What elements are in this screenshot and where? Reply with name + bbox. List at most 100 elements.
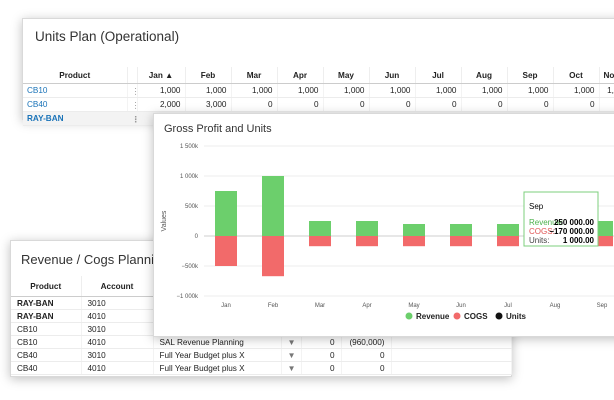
- cogs-bar: [450, 236, 472, 247]
- scenario-cell[interactable]: Full Year Budget plus X: [153, 348, 282, 362]
- units-cell[interactable]: 1,000: [507, 83, 554, 98]
- units-col-header[interactable]: Product: [23, 67, 128, 84]
- scenario-cell[interactable]: Full Year Budget plus X: [153, 361, 282, 375]
- units-col-header[interactable]: Oct: [553, 67, 600, 84]
- value-cell[interactable]: 0: [301, 335, 342, 349]
- empty-cell: [391, 361, 512, 375]
- units-cell[interactable]: 0: [323, 97, 370, 112]
- units-cell[interactable]: 0: [461, 97, 508, 112]
- table-row: CB40 4010 Full Year Budget plus X ▼ 0 0: [11, 361, 512, 375]
- units-cell[interactable]: 0: [507, 97, 554, 112]
- units-cell[interactable]: 1,000: [323, 83, 370, 98]
- revenue-cogs-title: Revenue / Cogs Planning: [21, 252, 169, 267]
- dropdown-arrow-icon[interactable]: ▼: [281, 335, 302, 349]
- x-tick-label: Jan: [221, 303, 231, 309]
- units-cell[interactable]: 1,000: [185, 83, 232, 98]
- cogs-bar: [262, 236, 284, 277]
- units-col-header[interactable]: Mar: [231, 67, 278, 84]
- units-cell[interactable]: 1,000: [231, 83, 278, 98]
- units-cell[interactable]: 1,000: [553, 83, 600, 98]
- tooltip-units-label: Units:: [529, 236, 549, 245]
- units-cell[interactable]: 0: [415, 97, 462, 112]
- units-cell[interactable]: 3,000: [185, 97, 232, 112]
- units-cell[interactable]: 1,000: [137, 83, 186, 98]
- legend-label: Revenue: [416, 312, 450, 321]
- units-col-header[interactable]: Feb: [185, 67, 232, 84]
- table-row: CB40 3010 Full Year Budget plus X ▼ 0 0: [11, 348, 512, 362]
- product-cell: CB40: [11, 361, 82, 375]
- dropdown-arrow-icon[interactable]: ▼: [281, 348, 302, 362]
- revenue-bar: [497, 224, 519, 236]
- units-col-header[interactable]: Sep: [507, 67, 554, 84]
- revenue-col-header[interactable]: Product: [11, 276, 82, 297]
- product-link[interactable]: RAY-BAN: [23, 111, 128, 126]
- units-col-header[interactable]: Jan ▲: [137, 67, 186, 84]
- revenue-bar: [215, 191, 237, 236]
- tooltip-title: Sep: [529, 202, 544, 211]
- gross-profit-chart: 1 500k 1 000k 500k 0 −500k −1 000k Values Jan Fe…: [161, 144, 614, 321]
- legend-label: COGS: [464, 312, 488, 321]
- row-menu-icon[interactable]: ⋮: [127, 97, 138, 112]
- units-cell[interactable]: 1,0: [599, 83, 614, 98]
- y-tick-label: 1 500k: [180, 144, 199, 150]
- empty-cell: [391, 348, 512, 362]
- units-col-header[interactable]: Jul: [415, 67, 462, 84]
- cogs-bar: [215, 236, 237, 266]
- revenue-col-header[interactable]: Account: [81, 276, 154, 297]
- cogs-bar: [497, 236, 519, 247]
- product-link[interactable]: CB40: [23, 97, 128, 112]
- x-tick-label: Apr: [362, 303, 371, 309]
- y-tick-label: −500k: [181, 264, 199, 270]
- units-cell[interactable]: 0: [231, 97, 278, 112]
- account-cell: 3010: [81, 322, 154, 336]
- y-axis-title: Values: [161, 210, 168, 231]
- legend-marker: [405, 312, 413, 320]
- units-cell[interactable]: 1,000: [369, 83, 416, 98]
- units-plan-title: Units Plan (Operational): [35, 29, 180, 44]
- scenario-cell[interactable]: SAL Revenue Planning: [153, 335, 282, 349]
- units-col-header[interactable]: Apr: [277, 67, 324, 84]
- value-cell[interactable]: 0: [301, 348, 342, 362]
- value-cell[interactable]: (960,000): [341, 335, 392, 349]
- units-col-header[interactable]: [127, 67, 138, 84]
- row-menu-icon[interactable]: ⋮: [127, 83, 138, 98]
- empty-cell: [391, 335, 512, 349]
- y-tick-label: 1 000k: [180, 174, 199, 180]
- units-col-header[interactable]: Nov: [599, 67, 614, 84]
- y-tick-label: 0: [195, 234, 199, 240]
- units-col-header[interactable]: Jun: [369, 67, 416, 84]
- x-tick-label: Jul: [504, 303, 512, 309]
- units-col-header[interactable]: May: [323, 67, 370, 84]
- units-cell[interactable]: 1,000: [277, 83, 324, 98]
- legend-label: Units: [506, 312, 527, 321]
- product-link[interactable]: CB10: [23, 83, 128, 98]
- revenue-bar: [309, 221, 331, 236]
- units-cell[interactable]: 2,000: [137, 97, 186, 112]
- account-cell: 4010: [81, 335, 154, 349]
- units-cell[interactable]: 0: [599, 97, 614, 112]
- units-cell[interactable]: 0: [369, 97, 416, 112]
- x-tick-label: Sep: [597, 303, 608, 309]
- revenue-bar: [262, 176, 284, 236]
- tooltip-box: [523, 191, 599, 247]
- tooltip-revenue-label: Revenue:: [529, 218, 563, 227]
- tooltip-cogs-value: −170 000.00: [549, 227, 594, 236]
- value-cell[interactable]: 0: [341, 361, 392, 375]
- value-cell[interactable]: 0: [301, 361, 342, 375]
- cogs-bar: [356, 236, 378, 247]
- units-cell[interactable]: 1,000: [461, 83, 508, 98]
- units-cell[interactable]: 0: [553, 97, 600, 112]
- table-row: CB10 4010 SAL Revenue Planning ▼ 0 (960,000): [11, 335, 512, 349]
- account-cell: 4010: [81, 361, 154, 375]
- row-menu-icon[interactable]: ⋮: [127, 111, 138, 126]
- units-col-header[interactable]: Aug: [461, 67, 508, 84]
- product-cell: CB40: [11, 348, 82, 362]
- dropdown-arrow-icon[interactable]: ▼: [281, 361, 302, 375]
- units-plan-panel: Units Plan (Operational) Product Jan ▲ Feb…: [22, 18, 614, 126]
- units-cell[interactable]: 1,000: [415, 83, 462, 98]
- units-cell[interactable]: 0: [277, 97, 324, 112]
- account-cell: 4010: [81, 309, 154, 323]
- product-cell: CB10: [11, 322, 82, 336]
- value-cell[interactable]: 0: [341, 348, 392, 362]
